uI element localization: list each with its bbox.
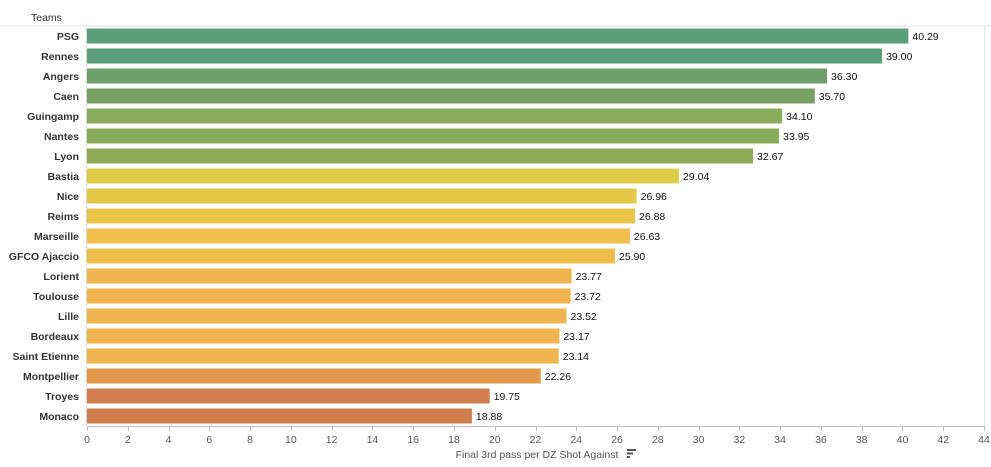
value-label: 35.70	[819, 91, 845, 103]
bar[interactable]	[87, 248, 616, 264]
value-label: 23.17	[563, 331, 589, 343]
value-label: 22.26	[545, 371, 571, 383]
x-tick-label: 2	[125, 434, 131, 446]
x-tick-label: 0	[84, 434, 90, 446]
x-tick-label: 28	[652, 434, 664, 446]
value-label: 23.72	[575, 291, 601, 303]
x-tick-label: 20	[489, 434, 501, 446]
bar[interactable]	[87, 48, 883, 64]
team-label: Nantes	[44, 131, 79, 143]
x-tick-label: 4	[166, 434, 172, 446]
x-tick-label: 6	[206, 434, 212, 446]
x-tick-label: 14	[367, 434, 379, 446]
value-label: 23.77	[576, 271, 602, 283]
x-tick-label: 16	[407, 434, 419, 446]
bar[interactable]	[87, 188, 637, 204]
x-tick-label: 12	[326, 434, 338, 446]
x-tick-label: 34	[774, 434, 786, 446]
value-label: 34.10	[786, 111, 812, 123]
row-header-label: Teams	[31, 12, 62, 24]
bar[interactable]	[87, 28, 909, 44]
x-tick-label: 38	[856, 434, 868, 446]
team-label: Monaco	[39, 411, 79, 423]
x-tick-label: 36	[815, 434, 827, 446]
team-label: Lorient	[43, 271, 79, 283]
team-label: Angers	[43, 71, 79, 83]
team-label: Bordeaux	[31, 331, 80, 343]
bar[interactable]	[87, 328, 560, 344]
x-tick-label: 42	[937, 434, 949, 446]
team-label: Guingamp	[27, 111, 79, 123]
x-tick-label: 26	[611, 434, 623, 446]
team-label: Saint Etienne	[12, 351, 79, 363]
bar[interactable]	[87, 68, 828, 84]
team-label: PSG	[57, 31, 79, 43]
value-label: 26.63	[634, 231, 660, 243]
team-label: Lille	[58, 311, 79, 323]
team-label: Montpellier	[23, 371, 79, 383]
bar[interactable]	[87, 388, 490, 404]
bar[interactable]	[87, 408, 472, 424]
x-tick-label: 32	[734, 434, 746, 446]
value-label: 19.75	[494, 391, 520, 403]
value-label: 18.88	[476, 411, 502, 423]
bar[interactable]	[87, 208, 635, 224]
bar[interactable]	[87, 308, 567, 324]
team-label: Bastia	[47, 171, 79, 183]
value-label: 23.52	[570, 311, 596, 323]
team-label: Toulouse	[33, 291, 79, 303]
value-label: 26.96	[641, 191, 667, 203]
x-tick-label: 40	[897, 434, 909, 446]
sort-descending-icon[interactable]	[627, 449, 636, 458]
x-axis-title: Final 3rd pass per DZ Shot Against	[456, 449, 619, 461]
bar[interactable]	[87, 148, 754, 164]
value-label: 26.88	[639, 211, 665, 223]
team-label: Nice	[57, 191, 79, 203]
team-label: GFCO Ajaccio	[9, 251, 79, 263]
value-label: 25.90	[619, 251, 645, 263]
bar[interactable]	[87, 128, 780, 144]
value-label: 36.30	[831, 71, 857, 83]
bar[interactable]	[87, 228, 630, 244]
value-label: 32.67	[757, 151, 783, 163]
x-tick-label: 44	[978, 434, 990, 446]
x-tick-label: 18	[448, 434, 460, 446]
bar[interactable]	[87, 88, 815, 104]
value-label: 29.04	[683, 171, 709, 183]
x-tick-label: 8	[247, 434, 253, 446]
value-label: 39.00	[886, 51, 912, 63]
bar[interactable]	[87, 368, 541, 384]
x-tick-label: 24	[570, 434, 582, 446]
team-label: Caen	[53, 91, 79, 103]
value-label: 23.14	[563, 351, 589, 363]
bar[interactable]	[87, 268, 572, 284]
team-label: Lyon	[54, 151, 79, 163]
bar[interactable]	[87, 348, 559, 364]
x-tick-label: 30	[693, 434, 705, 446]
team-label: Marseille	[34, 231, 79, 243]
value-label: 33.95	[783, 131, 809, 143]
x-tick-label: 22	[530, 434, 542, 446]
team-label: Reims	[47, 211, 79, 223]
x-tick-label: 10	[285, 434, 297, 446]
bar[interactable]	[87, 288, 571, 304]
bar[interactable]	[87, 108, 783, 124]
team-label: Troyes	[45, 391, 79, 403]
value-label: 40.29	[912, 31, 938, 43]
bar[interactable]	[87, 168, 680, 184]
team-label: Rennes	[41, 51, 79, 63]
